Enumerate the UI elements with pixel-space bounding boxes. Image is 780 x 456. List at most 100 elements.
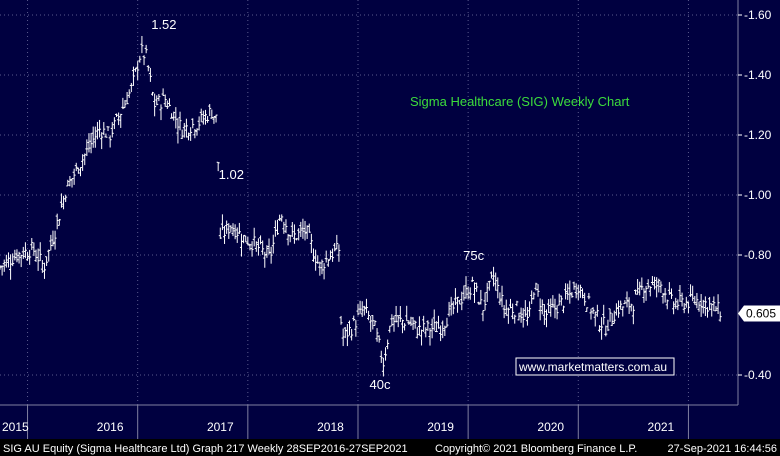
price-bar [678, 285, 682, 302]
price-bar [426, 320, 430, 331]
price-bar [718, 311, 722, 322]
price-bar [470, 276, 474, 282]
price-bar [269, 246, 273, 264]
y-tick-label: -0.80 [744, 248, 772, 262]
price-bar [619, 300, 623, 310]
price-bar [91, 126, 95, 148]
price-bar [604, 325, 608, 337]
axis-strip-background [738, 0, 780, 405]
price-bar [532, 292, 536, 300]
price-bar [129, 82, 133, 93]
price-bar [30, 238, 34, 250]
price-bar [557, 293, 561, 306]
price-bar [121, 97, 125, 110]
price-bar [439, 325, 443, 342]
price-bar [286, 234, 290, 246]
price-bar [638, 281, 642, 296]
price-bar [320, 259, 324, 275]
price-bar [182, 122, 186, 138]
price-bar [138, 55, 142, 63]
price-bar [271, 234, 275, 254]
plot-background [0, 0, 738, 405]
price-bar [612, 310, 616, 325]
price-bar [595, 304, 599, 317]
price-bar [227, 223, 231, 239]
price-bar [464, 276, 468, 299]
price-bar [712, 296, 716, 312]
price-bar [176, 118, 180, 144]
price-bar [161, 88, 165, 96]
price-bar [292, 224, 296, 244]
price-bar [506, 307, 510, 324]
price-bar [631, 305, 635, 325]
price-bar [155, 95, 159, 106]
price-bar [127, 89, 131, 98]
price-bar [324, 250, 328, 263]
price-bar [348, 320, 352, 336]
footer-timestamp: 27-Sep-2021 16:44:56 [668, 443, 777, 455]
watermark: www.marketmatters.com.au [515, 357, 675, 376]
price-bar [40, 260, 44, 273]
price-bar [625, 291, 629, 308]
price-bar [574, 283, 578, 299]
annotation-label: 1.52 [151, 17, 176, 32]
x-tick-label: 2018 [317, 420, 344, 434]
annotation-label: 1.02 [219, 167, 244, 182]
price-bar [119, 113, 123, 128]
price-bar [568, 280, 572, 304]
price-bar [208, 103, 212, 117]
price-bar [252, 227, 256, 247]
price-bar [547, 299, 551, 314]
price-bar [301, 218, 305, 239]
price-bar [55, 213, 59, 230]
price-bar [282, 221, 286, 234]
price-bar [250, 241, 254, 257]
price-bar [242, 234, 246, 244]
price-bar [663, 287, 667, 303]
price-bar [487, 280, 491, 291]
last-price-tag: 0.605 [738, 305, 780, 322]
price-bar [566, 283, 570, 300]
price-bar [384, 347, 388, 361]
price-bar [468, 287, 472, 300]
price-bar [371, 315, 375, 330]
price-bar [508, 298, 512, 309]
price-bar [633, 289, 637, 295]
price-bar [64, 194, 68, 202]
price-bar [89, 132, 93, 154]
price-bar [572, 281, 576, 290]
price-bar [4, 254, 8, 268]
price-bar [540, 299, 544, 315]
price-bar [405, 305, 409, 322]
price-bar [597, 325, 601, 333]
price-bar [125, 91, 129, 105]
price-bar [81, 154, 85, 171]
price-bar [394, 305, 398, 323]
price-bar [411, 317, 415, 330]
price-bar [479, 289, 483, 305]
price-bar [434, 321, 438, 333]
price-bar [364, 298, 368, 314]
price-bar [297, 228, 301, 241]
price-bar [494, 272, 498, 291]
price-bar [621, 306, 625, 317]
price-bar [449, 296, 453, 316]
price-bar [134, 67, 138, 72]
price-bar [189, 127, 193, 141]
price-bar [275, 219, 279, 235]
price-bar [263, 251, 267, 268]
price-bar [123, 100, 127, 108]
price-bar [284, 219, 288, 234]
price-bar [445, 317, 449, 328]
price-bar [669, 288, 673, 299]
price-bar [377, 335, 381, 343]
price-bar [93, 126, 97, 148]
price-bar [299, 221, 303, 237]
price-bar [163, 94, 167, 107]
price-bar [403, 323, 407, 331]
annotation-label: 75c [463, 248, 484, 263]
price-bar [451, 301, 455, 315]
price-bar [201, 110, 205, 125]
price-bar [375, 328, 379, 342]
